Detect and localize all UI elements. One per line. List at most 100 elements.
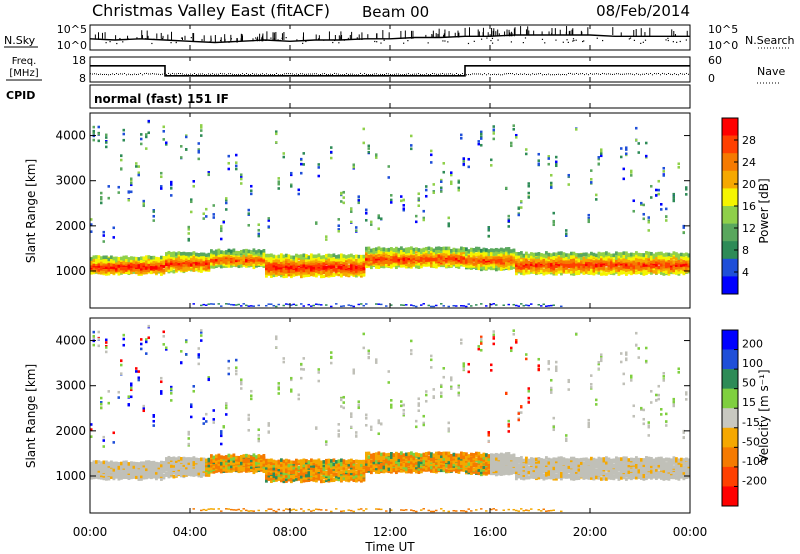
noise-search-dot <box>265 39 267 42</box>
power-cell <box>390 257 393 262</box>
power-cell <box>440 249 443 254</box>
power-cell <box>427 253 431 258</box>
power-cell <box>177 251 181 255</box>
power-cell <box>685 187 688 191</box>
power-cell <box>210 249 213 253</box>
velocity-cell <box>237 466 241 470</box>
power-cell <box>237 250 241 255</box>
velocity-cell <box>107 462 111 467</box>
power-cell <box>560 251 563 255</box>
velocity-cell <box>107 476 111 481</box>
power-cell <box>150 262 153 267</box>
velocity-cell <box>220 465 223 469</box>
power-cell <box>300 157 303 161</box>
velocity-cell <box>112 472 116 477</box>
power-cell <box>267 266 271 271</box>
velocity-cell <box>142 471 146 475</box>
power-cell <box>287 265 291 270</box>
power-cell <box>245 248 248 253</box>
power-cell <box>107 271 111 276</box>
power-cell <box>330 305 333 308</box>
velocity-cell <box>202 471 206 475</box>
power-cell <box>597 251 601 256</box>
power-cell <box>375 263 378 268</box>
power-cell <box>160 272 163 276</box>
power-cell <box>282 272 286 276</box>
power-cell <box>685 257 688 261</box>
velocity-cell <box>202 459 206 464</box>
power-cell <box>425 260 428 265</box>
power-cell <box>132 270 136 274</box>
power-cell <box>250 253 253 258</box>
power-cell <box>497 263 501 268</box>
power-cell <box>310 305 313 307</box>
power-cell <box>390 250 393 254</box>
nave-dot <box>280 74 281 76</box>
nave-dot <box>232 73 233 75</box>
power-cell <box>330 271 333 276</box>
power-cell <box>185 252 188 256</box>
velocity-cell <box>90 423 93 426</box>
power-cell <box>605 262 608 267</box>
nave-dot <box>456 72 457 74</box>
nave-dot <box>222 73 223 75</box>
nave-dot <box>434 73 435 75</box>
power-ytick-label: 3000 <box>55 174 86 188</box>
power-cell <box>462 252 466 257</box>
velocity-cell <box>150 467 153 472</box>
nave-dot <box>638 73 639 75</box>
nave-dot <box>364 73 365 75</box>
power-cell <box>537 152 540 156</box>
power-cell <box>95 267 98 272</box>
power-cell <box>512 127 515 131</box>
power-cell <box>192 180 195 183</box>
power-cell <box>667 256 671 261</box>
power-cell <box>337 272 341 277</box>
velocity-cell <box>240 464 243 468</box>
power-cell <box>160 171 163 175</box>
velocity-cell <box>207 376 210 379</box>
noise-search-dot <box>685 39 687 41</box>
power-cell <box>552 220 555 224</box>
power-cell <box>217 263 221 268</box>
power-cell <box>375 259 378 264</box>
velocity-cell <box>242 454 246 458</box>
power-cell <box>250 192 253 196</box>
power-cell <box>350 207 353 211</box>
power-cell <box>627 265 631 269</box>
power-cell <box>632 261 636 266</box>
power-cell <box>180 265 183 270</box>
power-cell <box>207 252 211 257</box>
power-cell <box>245 262 248 266</box>
power-cell <box>625 258 628 263</box>
power-cell <box>687 263 691 268</box>
power-cell <box>522 253 526 258</box>
power-cell <box>155 270 158 275</box>
power-cell <box>572 272 576 276</box>
power-cell <box>615 254 618 258</box>
power-cell <box>455 260 458 264</box>
velocity-cell <box>182 471 186 476</box>
power-cell <box>207 261 211 266</box>
power-cell <box>370 262 373 266</box>
power-cell <box>310 264 313 269</box>
power-cell <box>655 260 658 265</box>
power-cell <box>152 210 155 213</box>
power-cell <box>212 259 216 263</box>
power-cell <box>267 225 270 229</box>
power-cell <box>272 256 276 261</box>
power-cell <box>675 259 678 263</box>
power-cell <box>525 270 528 275</box>
power-cell <box>170 261 173 266</box>
velocity-cell <box>97 464 101 468</box>
power-cell <box>640 253 643 257</box>
nave-dot <box>562 73 563 75</box>
velocity-cell <box>212 466 216 470</box>
power-cell <box>672 195 675 199</box>
power-cell <box>442 246 446 251</box>
nave-dot <box>180 73 181 75</box>
power-cell <box>435 256 438 260</box>
nave-dot <box>206 74 207 76</box>
power-cell <box>340 272 343 277</box>
power-cell <box>390 201 393 204</box>
